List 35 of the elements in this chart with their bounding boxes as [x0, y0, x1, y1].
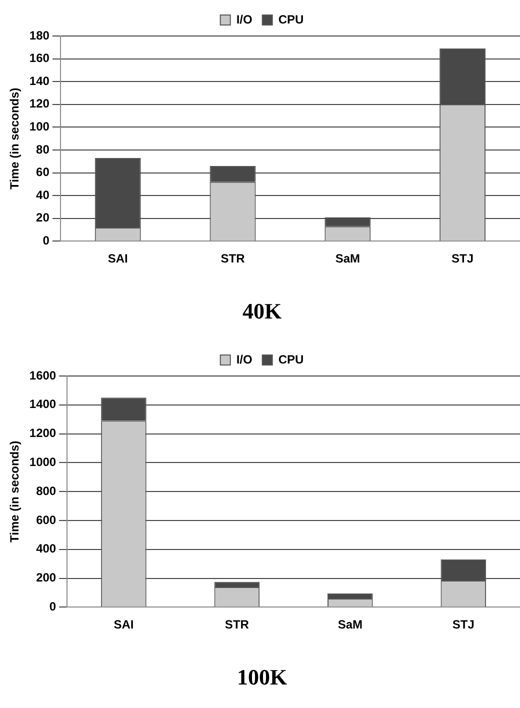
- y-tick-label: 1600: [29, 368, 56, 382]
- y-tick-label: 120: [29, 96, 50, 111]
- text: 40K: [242, 298, 282, 324]
- y-tick-label: 800: [36, 484, 56, 498]
- y-axis-title: Time (in seconds): [8, 440, 22, 543]
- y-tick-label: 60: [36, 165, 50, 180]
- y-tick-label: 1200: [29, 426, 56, 440]
- y-tick-label: 100: [29, 120, 50, 134]
- legend-label: CPU: [278, 352, 304, 366]
- y-tick-label: 40: [36, 188, 50, 202]
- y-tick-label: 600: [36, 512, 56, 527]
- y-tick-label: 160: [29, 51, 50, 66]
- x-tick-label: STJ: [452, 618, 474, 632]
- legend-label: CPU: [278, 12, 304, 26]
- x-tick-label: STR: [220, 252, 246, 266]
- y-axis-title: Time (in seconds): [8, 88, 22, 190]
- x-tick-label: SAI: [108, 252, 128, 266]
- x-tick-label: STR: [224, 618, 250, 632]
- y-tick-label: 200: [36, 570, 56, 585]
- y-tick-label: 20: [36, 210, 50, 225]
- legend-label: I/O: [236, 12, 252, 26]
- x-tick-label: SaM: [338, 618, 363, 632]
- y-tick-label: 140: [29, 74, 50, 88]
- y-tick-label: 0: [49, 600, 56, 614]
- y-tick-label: 1000: [29, 455, 56, 470]
- text: 100K: [236, 664, 288, 690]
- x-tick-label: STJ: [452, 252, 474, 266]
- y-tick-label: 400: [36, 542, 56, 556]
- x-tick-label: SAI: [114, 618, 134, 632]
- y-tick-label: 180: [29, 28, 50, 42]
- legend-label: I/O: [236, 352, 252, 366]
- y-tick-label: 0: [42, 234, 50, 248]
- x-tick-label: SaM: [335, 252, 360, 266]
- y-tick-label: 1400: [29, 397, 56, 412]
- y-tick-label: 80: [36, 142, 50, 156]
